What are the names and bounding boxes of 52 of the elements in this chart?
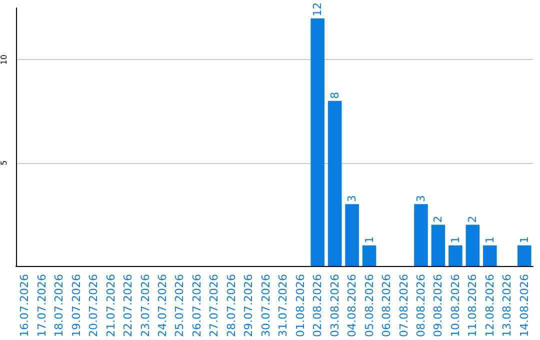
x-tick-label: 02.08.2026	[311, 274, 324, 338]
data-label: 1	[518, 236, 531, 244]
x-tick-label: 19.07.2026	[70, 274, 83, 338]
bar	[362, 245, 376, 266]
y-tick-label: 10	[0, 54, 8, 65]
bar	[466, 224, 480, 266]
x-tick-label: 13.08.2026	[500, 274, 514, 338]
x-tick-label: 23.07.2026	[138, 274, 152, 338]
data-label: 1	[483, 236, 496, 244]
x-tick-label: 28.07.2026	[224, 274, 238, 338]
bar	[517, 245, 532, 266]
x-tick-label: 29.07.2026	[242, 274, 256, 338]
bar	[431, 224, 446, 266]
bar	[310, 18, 324, 266]
x-tick-label: 01.08.2026	[294, 274, 307, 338]
x-tick-label: 21.07.2026	[104, 274, 118, 338]
x-tick-label: 11.08.2026	[466, 274, 480, 338]
data-label: 1	[448, 236, 462, 244]
data-label: 2	[432, 216, 445, 223]
x-tick-label: 27.07.2026	[208, 274, 221, 338]
x-tick-label: 09.08.2026	[432, 274, 445, 338]
x-tick-label: 25.07.2026	[173, 274, 186, 338]
x-tick-label: 24.07.2026	[156, 274, 169, 338]
data-label: 8	[328, 92, 342, 99]
data-label: 2	[466, 216, 480, 223]
data-label: 12	[311, 2, 324, 16]
data-label: 1	[362, 236, 376, 244]
x-tick-label: 20.07.2026	[87, 274, 100, 338]
x-tick-label: 30.07.2026	[259, 274, 272, 338]
bar	[345, 204, 359, 266]
x-tick-label: 07.08.2026	[397, 274, 410, 338]
data-label: 3	[346, 195, 359, 202]
bar	[328, 100, 342, 266]
x-tick-label: 04.08.2026	[346, 274, 359, 338]
bar	[448, 245, 462, 266]
x-tick-label: 31.07.2026	[276, 274, 290, 338]
y-tick-label: 5	[0, 160, 8, 166]
x-tick-label: 06.08.2026	[380, 274, 394, 338]
x-tick-label: 12.08.2026	[483, 274, 496, 338]
bar	[414, 204, 428, 266]
x-tick-label: 26.07.2026	[190, 274, 204, 338]
x-tick-label: 22.07.2026	[122, 274, 135, 338]
bar	[483, 245, 497, 266]
x-tick-label: 05.08.2026	[362, 274, 376, 338]
x-tick-label: 16.07.2026	[18, 274, 32, 338]
x-tick-label: 03.08.2026	[328, 274, 342, 338]
x-tick-label: 08.08.2026	[414, 274, 428, 338]
x-tick-label: 14.08.2026	[518, 274, 531, 338]
x-tick-label: 17.07.2026	[35, 274, 48, 338]
x-tick-label: 10.08.2026	[448, 274, 462, 338]
data-label: 3	[414, 195, 428, 202]
x-tick-label: 18.07.2026	[52, 274, 66, 338]
